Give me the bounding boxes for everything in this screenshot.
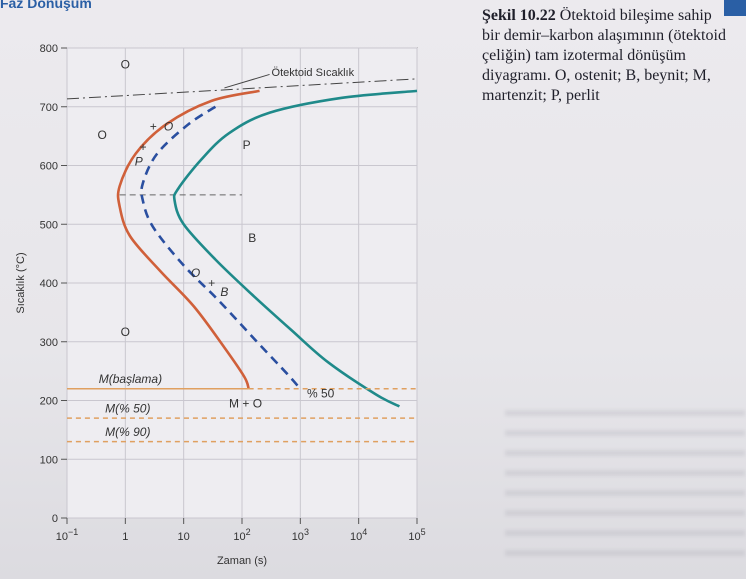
x-tick-label: 1 <box>122 531 128 543</box>
x-tick-label: 104 <box>350 527 367 543</box>
faded-page-text <box>505 410 745 560</box>
region-label: O <box>121 325 130 339</box>
curve-finish <box>172 89 418 408</box>
region-label: B <box>248 231 256 245</box>
page-header: Faz Dönüşüm <box>0 0 92 11</box>
curve-annotation: + <box>208 276 215 290</box>
curve-annotation: O <box>191 266 200 280</box>
x-tick-label: 103 <box>292 527 309 543</box>
curve-annotation: + <box>150 119 157 133</box>
curve-annotation: B <box>220 285 228 299</box>
y-tick-label: 600 <box>40 161 58 173</box>
x-tick-label: 105 <box>408 527 425 543</box>
region-label: O <box>121 58 130 72</box>
y-axis-title: Sıcaklık (°C) <box>15 252 27 313</box>
y-tick-label: 700 <box>40 102 58 114</box>
region-label: P <box>243 138 251 152</box>
caption-text: Ötektoid bileşime sahip bir demir–karbon… <box>482 7 726 104</box>
y-tick-label: 100 <box>40 454 58 466</box>
corner-tab <box>724 0 746 16</box>
y-tick-label: 0 <box>52 513 58 525</box>
figure-caption: Şekil 10.22 Ötektoid bileşime sahip bir … <box>482 6 732 106</box>
curve-start <box>116 89 260 390</box>
figure-number: Şekil 10.22 <box>482 7 556 24</box>
y-tick-label: 400 <box>40 278 58 290</box>
x-axis-title: Zaman (s) <box>217 555 267 567</box>
region-label: % 50 <box>307 387 335 401</box>
y-tick-label: 800 <box>40 43 58 55</box>
x-tick-label: 10 <box>178 531 190 543</box>
eutectoid-label: Ötektoid Sıcaklık <box>272 67 355 79</box>
y-tick-label: 200 <box>40 396 58 408</box>
eutectoid-line <box>66 78 418 100</box>
region-label: M + O <box>229 397 262 411</box>
eutectoid-pointer <box>224 73 270 89</box>
region-label: M(% 90) <box>105 425 150 439</box>
curve-annotation: O <box>164 119 173 133</box>
curve-annotation: + <box>139 140 146 154</box>
curve-annotation: P <box>135 155 143 169</box>
y-tick-label: 500 <box>40 219 58 231</box>
x-tick-label: 102 <box>233 527 250 543</box>
region-label: M(başlama) <box>99 372 162 386</box>
x-tick-label: 10−1 <box>56 527 79 543</box>
region-label: M(% 50) <box>105 401 150 415</box>
y-tick-label: 300 <box>40 337 58 349</box>
curve-half <box>140 105 299 387</box>
region-label: O <box>97 128 106 142</box>
